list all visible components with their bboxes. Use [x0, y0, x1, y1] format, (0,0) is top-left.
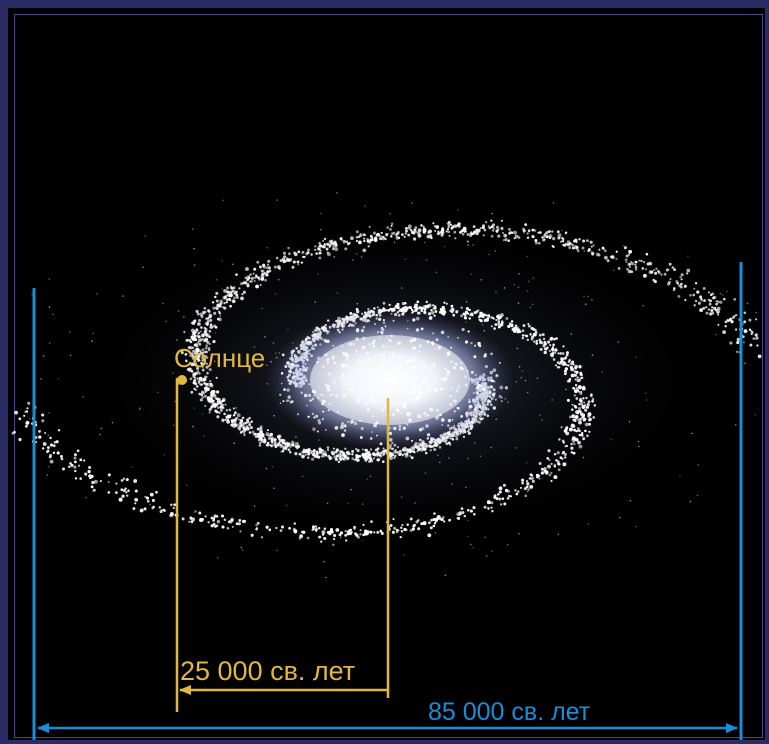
sun-dot — [177, 375, 187, 385]
sun-distance-measure: 25 000 св. лет — [175, 378, 390, 712]
core-stars — [279, 313, 509, 448]
galaxy-diameter-label: 85 000 св. лет — [428, 698, 591, 726]
sun-marker: Солнце — [174, 343, 265, 385]
galactic-core — [265, 310, 515, 450]
sun-distance-label: 25 000 св. лет — [180, 656, 355, 686]
galaxy-diameter-measure: 85 000 св. лет — [32, 262, 743, 740]
sun-label: Солнце — [174, 343, 265, 373]
